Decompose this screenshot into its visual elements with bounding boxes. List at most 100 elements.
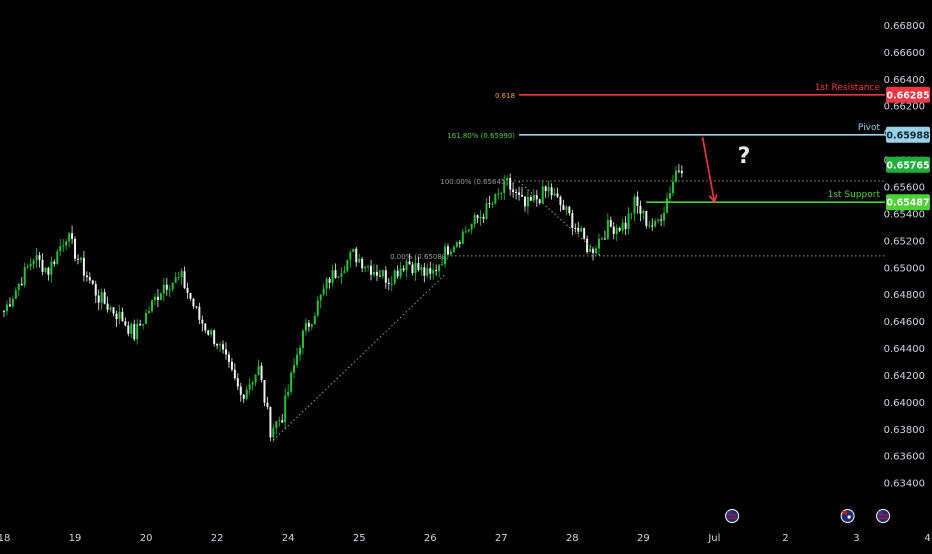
candle <box>153 296 156 301</box>
candle <box>3 310 5 312</box>
y-tick-label: 0.66600 <box>884 48 925 59</box>
y-tick-label: 0.65400 <box>884 209 925 220</box>
candle <box>618 227 621 231</box>
candle <box>186 288 189 293</box>
candle <box>233 369 236 379</box>
candle <box>603 238 606 240</box>
flag-canton <box>878 511 883 515</box>
flag-stripe <box>727 514 738 516</box>
candle <box>257 365 260 375</box>
us-flag-icon[interactable] <box>725 509 740 523</box>
candle <box>642 210 645 214</box>
candle <box>441 264 444 266</box>
candle <box>136 323 139 340</box>
fib-levels: 100.00% (0.65645) 0.00% (0.65088) <box>390 178 885 261</box>
candle <box>648 225 651 227</box>
au-flag-icon[interactable] <box>840 509 855 523</box>
event-markers[interactable] <box>725 509 891 523</box>
candle <box>162 284 165 294</box>
candle <box>414 262 417 274</box>
candle <box>248 384 251 390</box>
y-tick-label: 0.63800 <box>884 425 925 436</box>
candle <box>299 347 301 355</box>
candle <box>461 231 464 244</box>
flag-ring <box>725 509 740 523</box>
candle <box>654 221 657 227</box>
candle <box>532 195 535 201</box>
candle <box>310 324 313 327</box>
y-tick-label: 0.66800 <box>884 21 925 32</box>
candle <box>529 197 532 201</box>
candle <box>47 267 50 275</box>
candle <box>151 300 153 312</box>
level-name: 1st Resistance <box>815 83 881 93</box>
trend-line <box>518 181 603 258</box>
candle <box>156 296 159 301</box>
candle <box>550 187 553 196</box>
candle <box>452 246 455 252</box>
candle <box>222 344 225 350</box>
candle <box>281 420 284 423</box>
support-resistance-levels[interactable]: 1st Resistance 0.618 Pivot 161.80% (0.65990… <box>447 83 885 204</box>
y-tick-label: 0.63400 <box>884 479 925 490</box>
candle <box>53 261 56 264</box>
candle <box>586 238 589 253</box>
candle <box>23 267 26 286</box>
candle <box>521 194 523 197</box>
candle <box>568 206 571 214</box>
candle <box>38 255 41 260</box>
candle <box>251 382 254 385</box>
fib-label: 0.618 <box>495 92 515 100</box>
candle <box>666 198 669 213</box>
y-tick-label: 0.64200 <box>884 371 925 382</box>
candle <box>657 219 660 222</box>
candle <box>77 258 79 260</box>
y-axis[interactable]: 0.668000.666000.664000.662000.660000.658… <box>884 21 925 490</box>
candle <box>85 275 88 278</box>
candle <box>301 330 304 348</box>
y-tick-label: 0.65200 <box>884 236 925 247</box>
level-name: Pivot <box>858 123 881 133</box>
candle <box>571 213 574 228</box>
x-tick-label: 27 <box>495 533 508 544</box>
candle <box>133 324 136 340</box>
candle <box>174 277 177 283</box>
x-tick-label: 20 <box>140 533 153 544</box>
candle <box>565 206 568 210</box>
x-axis[interactable]: 18 19 20 22 24 25 26 27 28 29 Jul 2 3 4 <box>0 533 931 544</box>
candle <box>541 186 544 204</box>
price-tag-label: 0.65988 <box>886 130 930 141</box>
us-flag-icon[interactable] <box>876 509 891 523</box>
candle <box>20 283 23 286</box>
flag-canton <box>727 511 732 515</box>
candle <box>491 203 494 205</box>
candle <box>227 354 230 362</box>
candle <box>334 270 337 278</box>
candle <box>503 180 506 194</box>
candle <box>677 170 680 172</box>
candles <box>3 163 683 442</box>
candle <box>272 428 275 438</box>
candle <box>669 193 671 199</box>
candle <box>275 421 278 429</box>
candle <box>444 246 447 265</box>
candle <box>260 365 263 381</box>
candle <box>230 361 233 370</box>
candle <box>660 219 663 221</box>
candle <box>121 311 124 322</box>
candle <box>242 394 245 399</box>
candle <box>449 251 452 255</box>
candle <box>263 380 266 403</box>
candle <box>609 219 612 227</box>
candle <box>470 224 473 230</box>
candle <box>207 330 210 335</box>
price-tag: 0.65487 <box>886 194 930 211</box>
candle <box>124 321 127 326</box>
candle <box>56 251 59 264</box>
candle <box>50 261 53 275</box>
candle <box>645 210 648 226</box>
candle <box>14 290 17 299</box>
y-tick-label: 0.64600 <box>884 317 925 328</box>
